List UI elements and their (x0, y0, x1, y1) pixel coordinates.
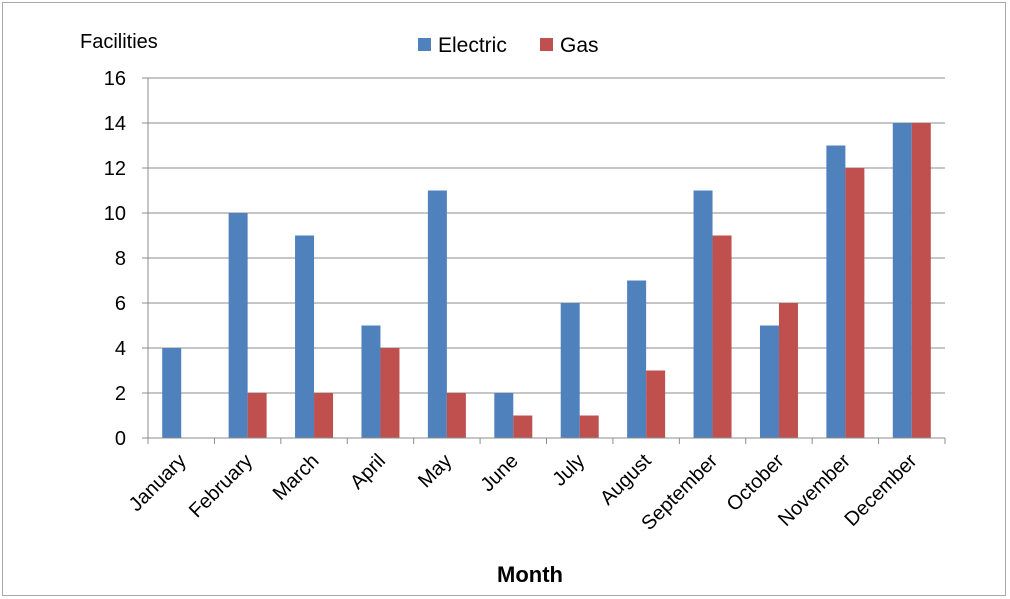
legend-swatch-electric (418, 38, 431, 51)
x-tick-label: March (269, 450, 324, 505)
bar-electric-september (693, 190, 713, 438)
bar-gas-august (646, 370, 666, 438)
y-tick-label: 8 (115, 248, 126, 270)
y-tick-label: 4 (115, 338, 126, 360)
bar-electric-march (295, 235, 315, 438)
y-tick-label: 10 (104, 203, 126, 225)
bar-electric-february (228, 213, 248, 438)
bar-gas-july (579, 415, 599, 438)
bar-electric-may (427, 190, 447, 438)
bar-gas-november (845, 168, 865, 438)
legend-label-electric: Electric (438, 34, 507, 57)
bar-electric-april (361, 325, 381, 438)
bar-electric-august (627, 280, 647, 438)
x-axis-label: Month (497, 562, 563, 587)
axes (142, 77, 946, 444)
y-tick-label: 16 (104, 68, 126, 90)
legend: Electric Gas (418, 34, 599, 57)
x-tick-label: July (549, 450, 590, 491)
y-axis-label: Facilities (80, 31, 158, 53)
y-tick-labels: 0 2 4 6 8 10 12 14 16 (104, 68, 126, 450)
x-tick-label: June (477, 450, 523, 496)
y-tick-label: 0 (115, 428, 126, 450)
bar-electric-june (494, 393, 514, 438)
gridlines (148, 77, 945, 394)
y-tick-label: 14 (104, 113, 126, 135)
x-tick-label: October (723, 450, 789, 516)
legend-label-gas: Gas (560, 34, 599, 57)
y-tick-label: 2 (115, 383, 126, 405)
x-tick-label: February (185, 450, 257, 522)
bar-electric-november (826, 145, 846, 438)
y-tick-label: 6 (115, 293, 126, 315)
bar-electric-july (560, 303, 580, 438)
legend-swatch-gas (540, 38, 553, 51)
bar-gas-june (513, 415, 533, 438)
bar-electric-january (162, 348, 182, 438)
x-tick-label: April (346, 450, 390, 494)
bar-gas-october (778, 303, 798, 438)
x-tick-label: January (125, 450, 191, 516)
bars (162, 123, 931, 438)
bar-electric-october (759, 325, 779, 438)
bar-gas-december (911, 123, 931, 438)
x-tick-label: December (841, 450, 922, 531)
bar-gas-may (446, 393, 466, 438)
bar-gas-april (380, 348, 400, 438)
bar-electric-december (892, 123, 912, 438)
bar-gas-march (314, 393, 334, 438)
y-tick-label: 12 (104, 158, 126, 180)
bar-gas-february (247, 393, 267, 438)
x-tick-label: August (596, 450, 656, 510)
bar-gas-september (712, 235, 732, 438)
x-tick-label: May (414, 450, 456, 492)
